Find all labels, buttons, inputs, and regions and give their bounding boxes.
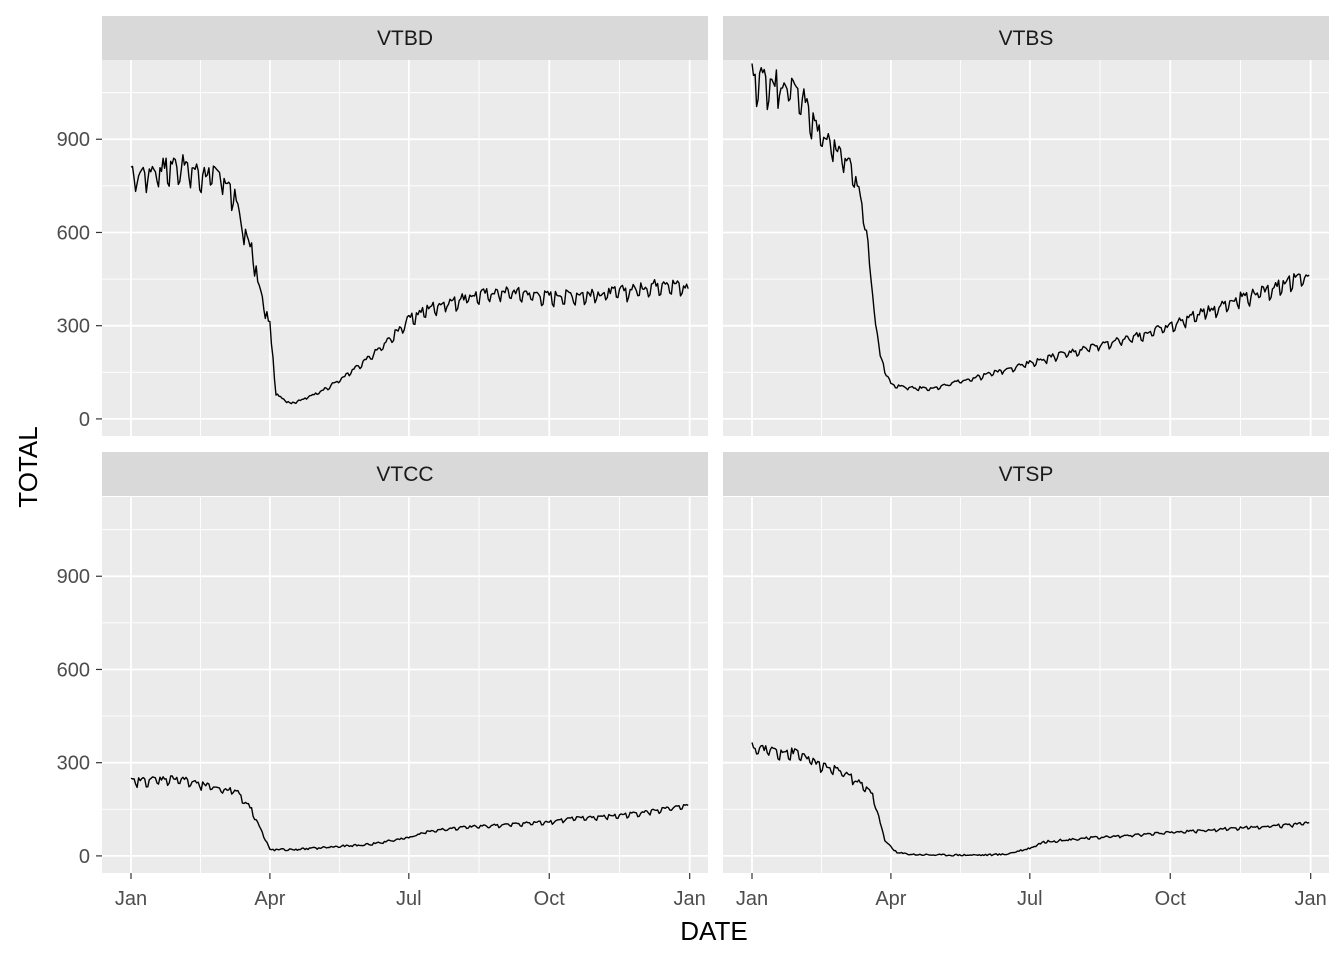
- facet-strip-label: VTBD: [377, 27, 433, 50]
- panel-background: [102, 60, 708, 436]
- facet-strip: [102, 452, 708, 496]
- facet-strip-label: VTCC: [376, 463, 433, 486]
- facet-panel-vtsp: VTSP: [723, 452, 1329, 873]
- facet-panel-vtbd: VTBD: [102, 16, 708, 436]
- facet-strip: [723, 452, 1329, 496]
- facet-panel-vtcc: VTCC: [102, 452, 708, 873]
- axes: 0 300 600 900 0 300 600 900 Jan Apr Jul Oct Jan Jan Ap…: [57, 129, 1327, 910]
- x-tick-label: Jul: [396, 888, 422, 910]
- y-tick-label: 600: [57, 659, 90, 681]
- panel-background: [723, 497, 1329, 873]
- series-line-vtsp: [751, 742, 1310, 857]
- x-tick-label: Oct: [534, 888, 566, 910]
- x-tick-label: Jan: [1295, 888, 1327, 910]
- y-tick-label: 0: [79, 409, 90, 431]
- x-tick-label: Apr: [254, 888, 285, 910]
- facet-strip: [102, 16, 708, 60]
- y-tick-label: 300: [57, 316, 90, 338]
- y-tick-label: 900: [57, 129, 90, 151]
- facet-panel-vtbs: VTBS: [723, 16, 1329, 436]
- x-tick-label: Jan: [674, 888, 706, 910]
- panel-background: [723, 60, 1329, 436]
- y-tick-label: 900: [57, 566, 90, 588]
- y-tick-label: 0: [79, 846, 90, 868]
- facet-strip-label: VTSP: [999, 463, 1054, 486]
- facet-strip-label: VTBS: [999, 27, 1054, 50]
- facet-panels: VTBD VTBS VTCC VTSP: [102, 16, 1329, 873]
- series-line-vtbs: [751, 63, 1310, 392]
- series-line-vtbd: [130, 154, 689, 405]
- x-tick-label: Jan: [736, 888, 768, 910]
- y-tick-label: 600: [57, 222, 90, 244]
- y-tick-label: 300: [57, 753, 90, 775]
- series-line-vtcc: [130, 775, 689, 852]
- x-tick-label: Oct: [1155, 888, 1187, 910]
- x-tick-label: Jul: [1017, 888, 1043, 910]
- y-axis-title: TOTAL: [13, 426, 43, 507]
- panel-background: [102, 497, 708, 873]
- facet-strip: [723, 16, 1329, 60]
- x-tick-label: Jan: [115, 888, 147, 910]
- x-axis-title: DATE: [680, 916, 747, 946]
- x-tick-label: Apr: [875, 888, 906, 910]
